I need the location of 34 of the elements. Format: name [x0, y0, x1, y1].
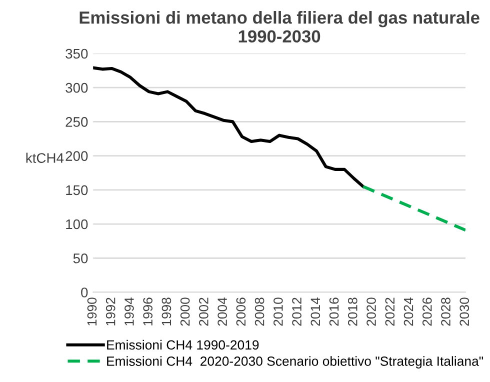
x-tick-label: 2028: [441, 298, 450, 326]
x-tick-label: 1990: [87, 298, 97, 326]
x-tick-label: 2018: [348, 298, 358, 326]
x-tick-label: 2022: [385, 298, 395, 326]
x-tick-label: 2020: [366, 298, 376, 326]
y-tick-label: 300: [66, 82, 88, 93]
x-tick-label: 2030: [460, 298, 470, 326]
line-series: [93, 66, 365, 188]
y-tick-label: 350: [66, 48, 88, 59]
x-tick-label: 2008: [254, 298, 264, 326]
x-tick-label: 1996: [143, 298, 152, 326]
x-tick-label: 2026: [422, 298, 432, 326]
x-tick-label: 2012: [292, 298, 302, 326]
x-tick-label: 2024: [404, 297, 414, 326]
chart-title: Emissioni di metano della filiera del gas naturale 1990-2030: [80, 11, 480, 43]
y-tick-label: 250: [66, 117, 88, 127]
x-tick-label: 1994: [124, 297, 134, 326]
y-tick-label: 200: [66, 151, 88, 161]
y-axis-title: ktCH4: [26, 152, 64, 163]
y-tick-label: 50: [73, 253, 88, 264]
x-tick-label: 2016: [329, 298, 339, 326]
y-tick-label: 0: [81, 288, 88, 298]
legend-label: Emissioni CH4 1990-2019: [107, 340, 259, 350]
x-tick-label: 2010: [274, 298, 283, 326]
y-tick-label: 100: [66, 219, 88, 230]
y-tick-label: 150: [66, 185, 88, 196]
legend-label: Emissioni CH4 2020-2030 Scenario obiettivo "Strategia Italiana": [107, 356, 483, 368]
x-tick-label: 2014: [310, 297, 320, 326]
x-tick-label: 2000: [180, 298, 190, 326]
x-tick-label: 2002: [199, 298, 208, 326]
x-tick-label: 2004: [218, 297, 227, 326]
x-tick-label: 2006: [236, 298, 246, 326]
x-tick-label: 1998: [162, 298, 172, 326]
x-tick-label: 1992: [106, 298, 116, 326]
